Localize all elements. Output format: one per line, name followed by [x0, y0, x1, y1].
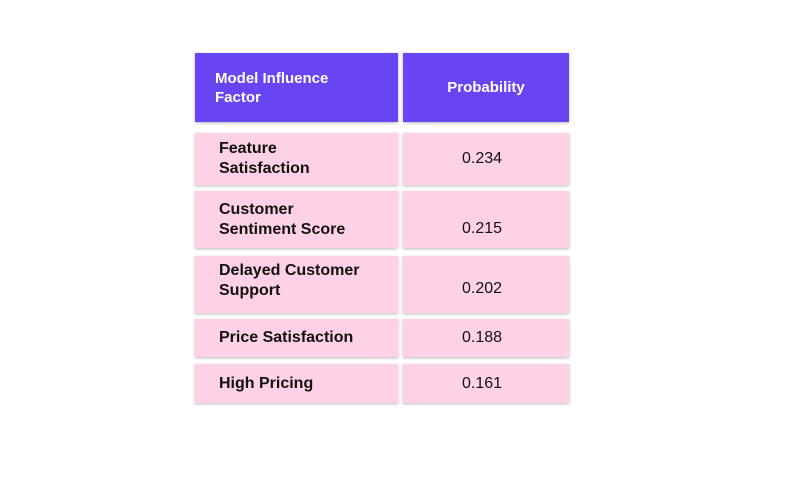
row-1-probability-value: 0.234	[461, 150, 503, 167]
row-3-probability: 0.202	[403, 256, 569, 313]
row-3-factor: Delayed Customer Support	[195, 256, 398, 313]
row-3-factor-label: Delayed Customer Support	[219, 261, 360, 299]
row-5-probability: 0.161	[403, 364, 569, 403]
row-2-probability: 0.215	[403, 191, 569, 248]
row-1-factor-label: Feature Satisfaction	[219, 140, 310, 177]
header-factor-label: Model Influence Factor	[215, 69, 329, 106]
row-3-probability-value: 0.202	[461, 279, 503, 297]
row-5-factor: High Pricing	[195, 364, 398, 403]
row-5-probability-value: 0.161	[461, 374, 503, 392]
row-1-factor: Feature Satisfaction	[195, 133, 398, 185]
row-2-factor: Customer Sentiment Score	[195, 191, 398, 248]
row-4-factor: Price Satisfaction	[195, 319, 398, 357]
header-probability-label: Probability	[447, 79, 525, 96]
row-5-factor-label: High Pricing	[219, 374, 314, 392]
row-4-probability-value: 0.188	[461, 329, 503, 346]
row-2-factor-label: Customer Sentiment Score	[219, 200, 346, 238]
row-1-probability: 0.234	[403, 133, 569, 185]
row-4-factor-label: Price Satisfaction	[219, 329, 354, 346]
row-4-probability: 0.188	[403, 319, 569, 357]
header-factor: Model Influence Factor	[195, 53, 398, 122]
row-2-probability-value: 0.215	[461, 219, 503, 237]
header-probability: Probability	[403, 53, 569, 122]
